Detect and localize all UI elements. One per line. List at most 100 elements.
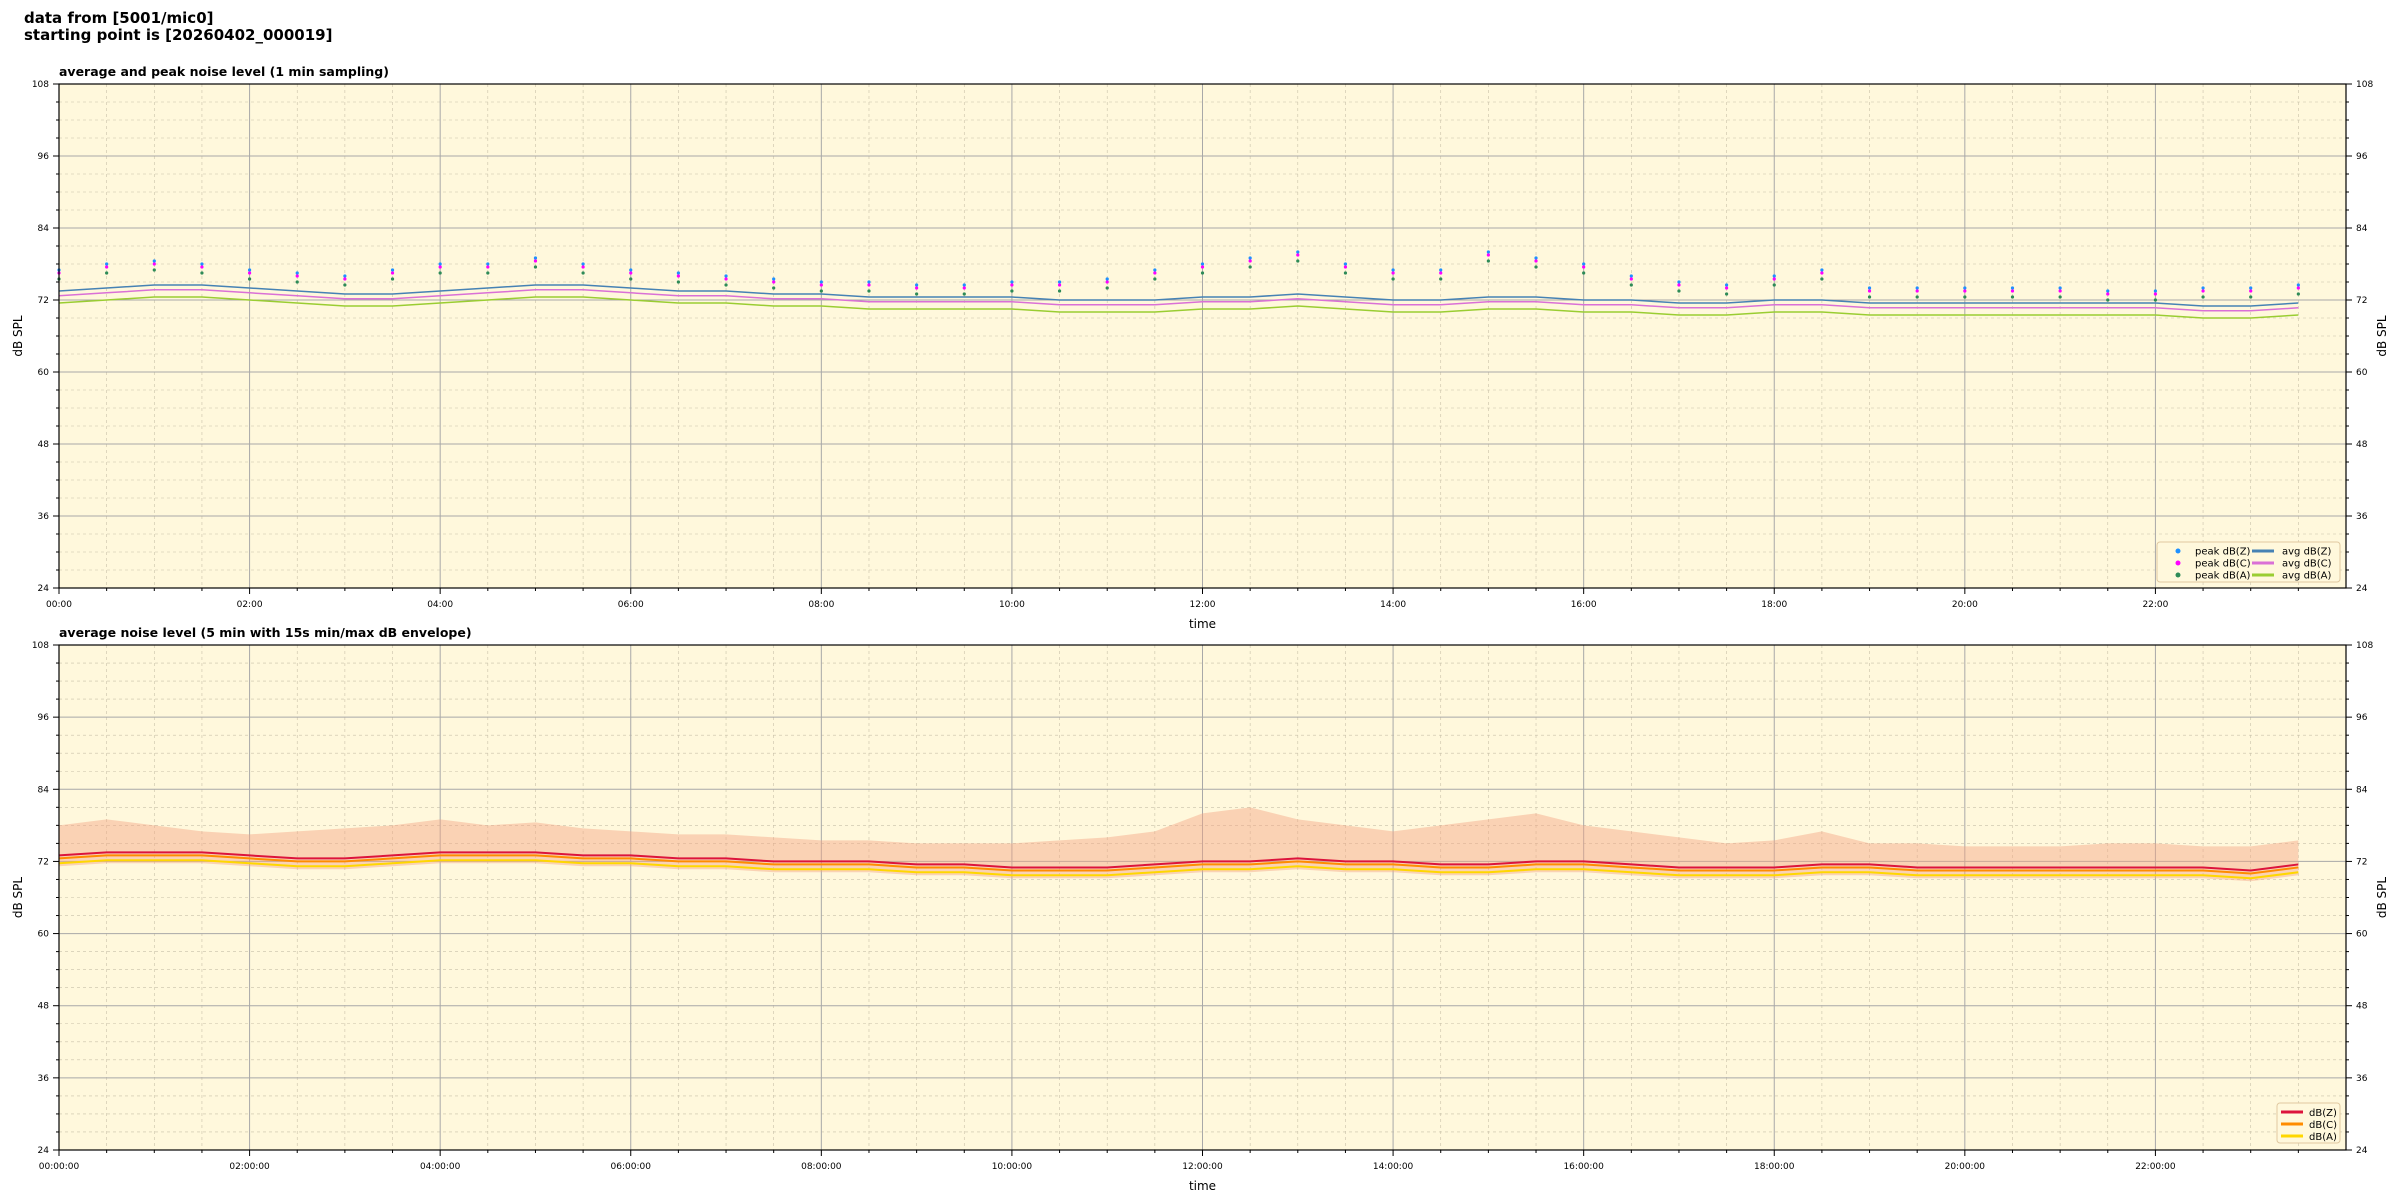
point-peak-db-a- bbox=[105, 271, 109, 275]
point-peak-db-c- bbox=[390, 271, 395, 275]
point-peak-db-a- bbox=[1248, 265, 1252, 269]
point-peak-db-z- bbox=[1677, 280, 1681, 284]
point-peak-db-a- bbox=[1296, 259, 1300, 263]
point-peak-db-c- bbox=[819, 283, 823, 287]
legend-label: peak dB(C) bbox=[2195, 559, 2251, 570]
x-tick-label: 20:00:00 bbox=[1945, 1162, 1986, 1172]
y-tick-label-left: 84 bbox=[38, 224, 50, 234]
point-peak-db-a- bbox=[1057, 289, 1062, 293]
point-peak-db-c- bbox=[1343, 265, 1348, 269]
y-tick-label-right: 36 bbox=[2356, 1074, 2368, 1084]
y-tick-label-left: 48 bbox=[38, 1002, 50, 1012]
point-peak-db-c- bbox=[200, 265, 204, 269]
point-peak-db-z- bbox=[1296, 250, 1300, 254]
x-axis-label: time bbox=[1189, 617, 1216, 631]
point-peak-db-z- bbox=[819, 280, 823, 284]
point-peak-db-c- bbox=[2153, 292, 2158, 296]
x-tick-label: 02:00 bbox=[237, 600, 263, 610]
point-peak-db-c- bbox=[581, 265, 585, 269]
point-peak-db-a- bbox=[1582, 271, 1586, 275]
point-peak-db-c- bbox=[2296, 286, 2300, 290]
x-tick-label: 12:00 bbox=[1190, 600, 1216, 610]
plot-frame bbox=[58, 644, 2347, 1151]
point-peak-db-c- bbox=[247, 271, 252, 275]
point-peak-db-z- bbox=[867, 280, 871, 284]
y-tick-label-right: 96 bbox=[2356, 713, 2368, 723]
header-start: starting point is [20260402_000019] bbox=[24, 26, 333, 44]
point-peak-db-a- bbox=[1963, 295, 1967, 299]
point-peak-db-a- bbox=[2296, 292, 2300, 296]
point-peak-db-c- bbox=[1105, 280, 1109, 284]
y-tick-label-left: 24 bbox=[38, 584, 50, 594]
y-tick-label-left: 36 bbox=[38, 1074, 50, 1084]
series-line-db-z- bbox=[58, 851, 2299, 872]
point-peak-db-c- bbox=[1153, 271, 1157, 275]
point-peak-db-z- bbox=[1534, 256, 1538, 260]
point-peak-db-a- bbox=[152, 268, 156, 272]
point-peak-db-z- bbox=[343, 274, 347, 278]
point-peak-db-z- bbox=[724, 274, 728, 278]
point-peak-db-c- bbox=[1582, 265, 1586, 269]
x-tick-label: 22:00:00 bbox=[2135, 1162, 2176, 1172]
point-peak-db-a- bbox=[962, 292, 966, 296]
y-tick-label-right: 108 bbox=[2356, 641, 2373, 651]
point-peak-db-c- bbox=[295, 274, 299, 278]
y-axis-label-left: dB SPL bbox=[11, 877, 25, 919]
point-peak-db-a- bbox=[581, 271, 585, 275]
legend-label: peak dB(Z) bbox=[2195, 547, 2251, 558]
point-peak-db-z- bbox=[1867, 286, 1872, 290]
x-tick-label: 10:00 bbox=[999, 600, 1025, 610]
y-tick-label-right: 48 bbox=[2356, 1002, 2368, 1012]
plot-title: average noise level (5 min with 15s min/… bbox=[59, 625, 472, 640]
point-peak-db-c- bbox=[1629, 277, 1633, 281]
point-peak-db-z- bbox=[1915, 286, 1919, 290]
x-tick-label: 06:00:00 bbox=[611, 1162, 652, 1172]
point-peak-db-a- bbox=[676, 280, 680, 284]
x-tick-label: 18:00 bbox=[1761, 600, 1787, 610]
point-peak-db-z- bbox=[629, 268, 633, 272]
point-peak-db-z- bbox=[1582, 262, 1586, 266]
point-peak-db-z- bbox=[962, 283, 966, 287]
point-peak-db-c- bbox=[1200, 265, 1205, 269]
series-line-avg-db-z- bbox=[58, 284, 2299, 307]
x-tick-label: 00:00 bbox=[46, 600, 72, 610]
header-source: data from [5001/mic0] bbox=[24, 9, 214, 27]
point-peak-db-z- bbox=[2249, 286, 2253, 290]
y-tick-label-right: 72 bbox=[2356, 857, 2367, 867]
point-peak-db-z- bbox=[1248, 256, 1252, 260]
y-tick-label-left: 84 bbox=[38, 785, 50, 795]
point-peak-db-z- bbox=[247, 268, 252, 272]
point-peak-db-a- bbox=[772, 286, 776, 290]
point-peak-db-a- bbox=[1677, 289, 1681, 293]
point-peak-db-a- bbox=[1200, 271, 1205, 275]
point-peak-db-a- bbox=[200, 271, 204, 275]
x-tick-label: 02:00:00 bbox=[229, 1162, 270, 1172]
point-peak-db-c- bbox=[438, 265, 442, 269]
point-peak-db-z- bbox=[1391, 268, 1395, 272]
x-tick-label: 08:00:00 bbox=[801, 1162, 842, 1172]
point-peak-db-z- bbox=[2058, 286, 2062, 290]
point-peak-db-z- bbox=[152, 259, 156, 263]
point-peak-db-z- bbox=[1105, 277, 1109, 281]
point-peak-db-z- bbox=[2153, 289, 2158, 293]
point-peak-db-c- bbox=[1486, 253, 1490, 257]
point-peak-db-a- bbox=[486, 271, 490, 275]
point-peak-db-a- bbox=[1153, 277, 1157, 281]
point-peak-db-a- bbox=[1439, 277, 1443, 281]
point-peak-db-z- bbox=[676, 271, 680, 275]
y-tick-label-right: 48 bbox=[2356, 440, 2368, 450]
point-peak-db-a- bbox=[1391, 277, 1395, 281]
point-peak-db-c- bbox=[2201, 289, 2205, 293]
legend-label: dB(A) bbox=[2309, 1132, 2337, 1143]
point-peak-db-z- bbox=[772, 277, 776, 281]
point-peak-db-a- bbox=[2153, 298, 2158, 302]
y-tick-label-left: 72 bbox=[38, 857, 49, 867]
x-tick-label: 08:00 bbox=[808, 600, 834, 610]
y-axis-label-right: dB SPL bbox=[2375, 877, 2389, 919]
point-peak-db-z- bbox=[1057, 280, 1062, 284]
point-peak-db-z- bbox=[1963, 286, 1967, 290]
point-peak-db-a- bbox=[438, 271, 442, 275]
point-peak-db-a- bbox=[1105, 286, 1109, 290]
point-peak-db-z- bbox=[2201, 286, 2205, 290]
y-tick-label-left: 108 bbox=[32, 80, 49, 90]
